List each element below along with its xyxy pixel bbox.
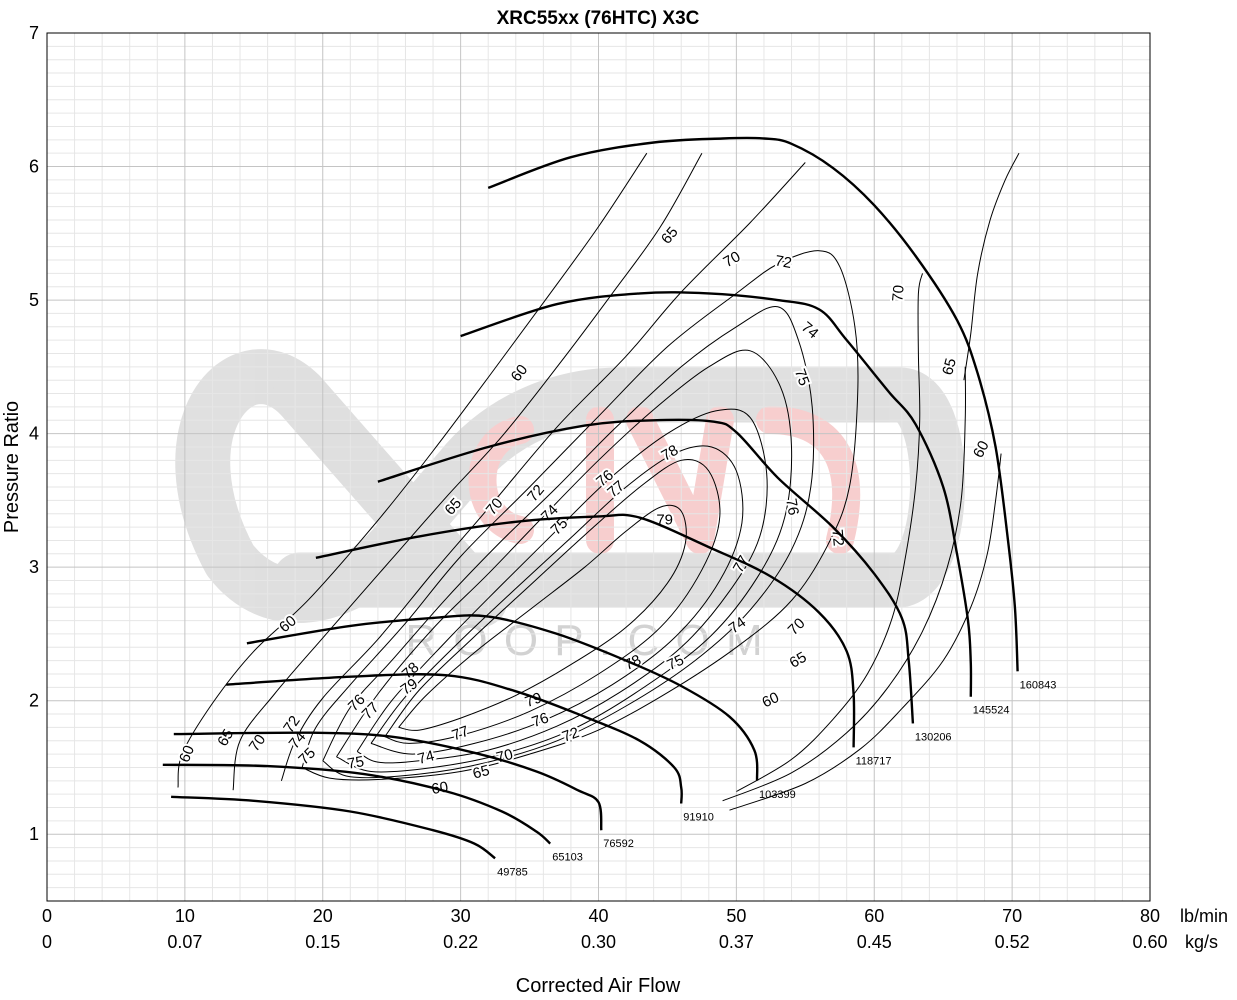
speed-line-130206 (377, 418, 915, 724)
speed-labels: 49785 65103 76592 91910 103399 118717 130206 14… (497, 679, 1056, 878)
x-tick-label-secondary: 0.22 (443, 932, 478, 952)
efficiency-label: 60 (508, 361, 532, 385)
efficiency-label: 65 (658, 224, 682, 248)
x-tick-label-secondary: 0.15 (305, 932, 340, 952)
efficiency-label: 79 (398, 675, 421, 698)
speed-line-103399 (246, 614, 759, 781)
efficiency-contour-72 (963, 152, 1020, 381)
efficiency-contour-65 (722, 366, 967, 802)
y-tick-label: 3 (29, 557, 39, 577)
efficiency-label: 74 (798, 319, 822, 343)
efficiency-label: 72 (828, 529, 846, 547)
x-unit-primary: lb/min (1180, 906, 1228, 926)
speed-label-103399: 103399 (759, 789, 796, 801)
x-tick-label: 20 (313, 906, 333, 926)
efficiency-label: 72 (524, 482, 548, 506)
x-unit-secondary: kg/s (1185, 932, 1218, 952)
x-tick-label: 30 (451, 906, 471, 926)
efficiency-label: 65 (214, 726, 237, 749)
efficiency-label: 70 (246, 731, 269, 754)
efficiency-contour-60 (177, 152, 648, 788)
efficiency-label: 75 (346, 753, 365, 773)
speed-label-118717: 118717 (856, 755, 892, 767)
y-tick-label: 6 (29, 157, 39, 177)
x-tick-label-secondary: 0.52 (995, 932, 1030, 952)
efficiency-label: 70 (785, 615, 809, 639)
x-tick-label-secondary: 0.30 (581, 932, 616, 952)
chart-title: XRC55xx (76HTC) X3C (497, 8, 700, 29)
y-axis-label: Pressure Ratio (1, 401, 23, 533)
y-tick-label: 1 (29, 824, 39, 844)
efficiency-contour-76 (356, 408, 768, 764)
x-tick-label-secondary: 0.45 (857, 932, 892, 952)
efficiency-contour-77 (370, 445, 744, 755)
efficiency-label: 60 (430, 778, 449, 798)
speed-label-49785: 49785 (497, 866, 528, 878)
efficiency-contour-79 (398, 504, 687, 731)
efficiency-label: 70 (720, 248, 743, 271)
speed-label-130206: 130206 (915, 731, 952, 743)
x-tick-label: 0 (42, 906, 52, 926)
y-tick-label: 7 (29, 23, 39, 43)
x-axis-ticks: 0 0 10 0.07 20 0.15 30 0.22 40 0.30 50 0.37 60 0.45 70… (42, 906, 1168, 952)
speed-line-49785 (171, 795, 496, 860)
efficiency-contour-78 (384, 459, 721, 744)
y-tick-label: 5 (29, 290, 39, 310)
speed-line-145524 (460, 291, 973, 697)
efficiency-contour-72 (301, 250, 859, 781)
speed-label-160843: 160843 (1020, 679, 1057, 691)
efficiency-contour-74 (322, 306, 815, 779)
x-tick-label: 40 (588, 906, 608, 926)
speed-line-65103 (162, 763, 552, 845)
efficiency-label: 65 (787, 649, 810, 672)
x-tick-label-secondary: 0.07 (167, 932, 202, 952)
efficiency-label: 76 (782, 497, 802, 516)
x-tick-label: 80 (1140, 906, 1160, 926)
x-tick-label: 70 (1002, 906, 1022, 926)
efficiency-label: 72 (774, 252, 793, 272)
efficiency-label: 70 (889, 284, 907, 302)
speed-line-76592 (173, 731, 603, 831)
efficiency-contour-65 (232, 152, 703, 791)
efficiency-contour-60 (729, 453, 1002, 811)
efficiency-contours (177, 152, 1020, 811)
x-tick-label-secondary: 0 (42, 932, 52, 952)
plot-frame (46, 32, 1151, 902)
speed-label-145524: 145524 (973, 705, 1010, 717)
speed-lines (162, 136, 1019, 860)
x-tick-label-secondary: 0.37 (719, 932, 754, 952)
y-tick-label: 4 (29, 424, 39, 444)
x-axis-label: Corrected Air Flow (516, 975, 681, 997)
speed-line-118717 (315, 513, 856, 748)
y-tick-label: 2 (29, 691, 39, 711)
speed-line-91910 (226, 673, 683, 804)
x-tick-label-secondary: 0.60 (1132, 932, 1167, 952)
speed-label-91910: 91910 (683, 812, 714, 824)
y-axis-ticks: 1 2 3 4 5 6 7 (29, 23, 39, 844)
watermark-text: R O O P . C O M (405, 616, 764, 665)
speed-label-65103: 65103 (552, 852, 583, 864)
efficiency-label: 60 (970, 438, 993, 461)
speed-label-76592: 76592 (603, 838, 634, 850)
x-tick-label: 50 (726, 906, 746, 926)
efficiency-contour-70 (280, 162, 806, 781)
efficiency-label: 60 (759, 689, 781, 711)
efficiency-contour-70 (736, 273, 923, 792)
x-tick-label: 60 (864, 906, 884, 926)
efficiency-contour-75 (336, 349, 793, 773)
x-tick-label: 10 (175, 906, 195, 926)
speed-line-160843 (487, 136, 1019, 672)
